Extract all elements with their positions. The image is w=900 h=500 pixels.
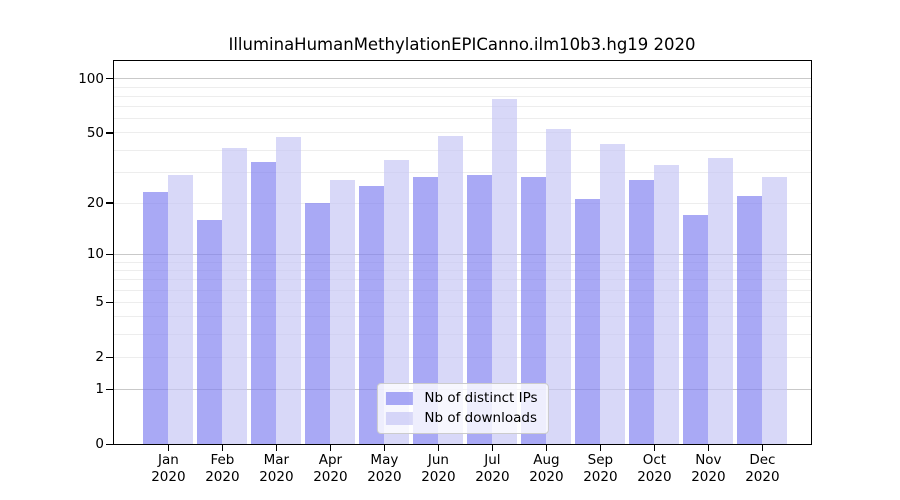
y-tick-50 xyxy=(106,132,113,134)
year-label: 2020 xyxy=(475,468,510,485)
month-label: Jan xyxy=(157,452,179,468)
bar-oct-distinct-ips xyxy=(629,179,654,444)
bar-mar-downloads xyxy=(276,137,301,444)
month-label: Sep xyxy=(587,452,614,468)
x-tick-aug xyxy=(545,444,548,452)
y-tick-5 xyxy=(106,301,113,304)
month-label: Aug xyxy=(533,452,560,468)
year-label: 2020 xyxy=(205,468,240,485)
x-tick-nov xyxy=(707,444,710,452)
gridline-major-100 xyxy=(114,78,811,80)
gridline-minor-70 xyxy=(114,106,811,108)
month-label: Nov xyxy=(695,452,722,468)
bar-nov-distinct-ips xyxy=(683,214,708,444)
year-label: 2020 xyxy=(529,468,564,485)
x-tick-label-jul: Jul 2020 xyxy=(460,452,524,485)
month-label: Mar xyxy=(263,452,290,468)
x-tick-label-sep: Sep 2020 xyxy=(568,452,632,485)
year-label: 2020 xyxy=(691,468,726,485)
legend-swatch-downloads xyxy=(385,411,413,425)
bar-apr-distinct-ips xyxy=(305,202,330,444)
x-tick-dec xyxy=(761,444,764,452)
legend-label-distinct-ips: Nb of distinct IPs xyxy=(424,390,538,406)
y-tick-20 xyxy=(106,202,113,204)
bar-feb-downloads xyxy=(222,147,247,444)
x-tick-oct xyxy=(653,444,656,452)
year-label: 2020 xyxy=(367,468,402,485)
x-tick-label-aug: Aug 2020 xyxy=(514,452,578,485)
x-tick-label-may: May 2020 xyxy=(352,452,416,485)
legend: Nb of distinct IPs Nb of downloads xyxy=(376,383,549,434)
bar-feb-distinct-ips xyxy=(197,219,222,444)
legend-item-distinct-ips: Nb of distinct IPs xyxy=(385,390,538,406)
legend-swatch-distinct-ips xyxy=(385,391,413,405)
y-tick-label-20: 20 xyxy=(86,195,104,212)
x-tick-sep xyxy=(599,444,602,452)
y-tick-10 xyxy=(106,253,113,256)
x-tick-feb xyxy=(221,444,224,452)
plot-area: Nb of distinct IPs Nb of downloads xyxy=(113,60,812,445)
year-label: 2020 xyxy=(259,468,294,485)
gridline-minor-80 xyxy=(114,95,811,97)
x-tick-label-apr: Apr 2020 xyxy=(298,452,362,485)
y-tick-label-0: 0 xyxy=(95,436,104,453)
bar-sep-distinct-ips xyxy=(575,199,600,444)
y-tick-1 xyxy=(106,388,113,391)
y-tick-label-50: 50 xyxy=(86,124,104,141)
gridline-minor-60 xyxy=(114,118,811,120)
bar-nov-downloads xyxy=(708,157,733,444)
month-label: Jun xyxy=(427,452,449,468)
month-label: May xyxy=(370,452,399,468)
month-label: Jul xyxy=(484,452,501,468)
y-tick-0 xyxy=(106,443,113,446)
bar-sep-downloads xyxy=(600,144,625,444)
bar-dec-distinct-ips xyxy=(737,195,762,444)
x-tick-label-jan: Jan 2020 xyxy=(136,452,200,485)
legend-label-downloads: Nb of downloads xyxy=(424,410,537,426)
bar-mar-distinct-ips xyxy=(251,162,276,444)
x-tick-jan xyxy=(167,444,170,452)
y-tick-100 xyxy=(106,77,113,80)
bar-jan-downloads xyxy=(168,174,193,444)
month-label: Dec xyxy=(749,452,776,468)
legend-item-downloads: Nb of downloads xyxy=(385,410,537,426)
x-tick-label-mar: Mar 2020 xyxy=(244,452,308,485)
bar-jan-distinct-ips xyxy=(143,192,168,444)
x-tick-mar xyxy=(275,444,278,452)
chart-title: IlluminaHumanMethylationEPICanno.ilm10b3… xyxy=(228,35,696,54)
x-tick-jul xyxy=(491,444,494,452)
year-label: 2020 xyxy=(421,468,456,485)
bar-dec-downloads xyxy=(762,177,787,444)
year-label: 2020 xyxy=(745,468,780,485)
x-tick-label-dec: Dec 2020 xyxy=(730,452,794,485)
year-label: 2020 xyxy=(313,468,348,485)
month-label: Apr xyxy=(318,452,343,468)
year-label: 2020 xyxy=(151,468,186,485)
y-tick-label-5: 5 xyxy=(95,294,104,311)
x-tick-apr xyxy=(329,444,332,452)
bar-aug-downloads xyxy=(546,129,571,444)
bar-oct-downloads xyxy=(654,164,679,444)
x-tick-jun xyxy=(437,444,440,452)
y-tick-label-2: 2 xyxy=(95,349,104,366)
x-tick-label-nov: Nov 2020 xyxy=(676,452,740,485)
x-tick-label-feb: Feb 2020 xyxy=(190,452,254,485)
y-tick-2 xyxy=(106,356,113,359)
bar-apr-downloads xyxy=(330,179,355,444)
month-label: Feb xyxy=(210,452,235,468)
year-label: 2020 xyxy=(637,468,672,485)
gridline-minor-90 xyxy=(114,86,811,88)
y-tick-label-1: 1 xyxy=(95,381,104,398)
x-tick-label-oct: Oct 2020 xyxy=(622,452,686,485)
y-tick-label-10: 10 xyxy=(86,246,104,263)
year-label: 2020 xyxy=(583,468,618,485)
y-tick-label-100: 100 xyxy=(78,70,104,87)
x-tick-label-jun: Jun 2020 xyxy=(406,452,470,485)
x-tick-may xyxy=(383,444,386,452)
gridline-minor-50 xyxy=(114,132,811,134)
month-label: Oct xyxy=(642,452,667,468)
